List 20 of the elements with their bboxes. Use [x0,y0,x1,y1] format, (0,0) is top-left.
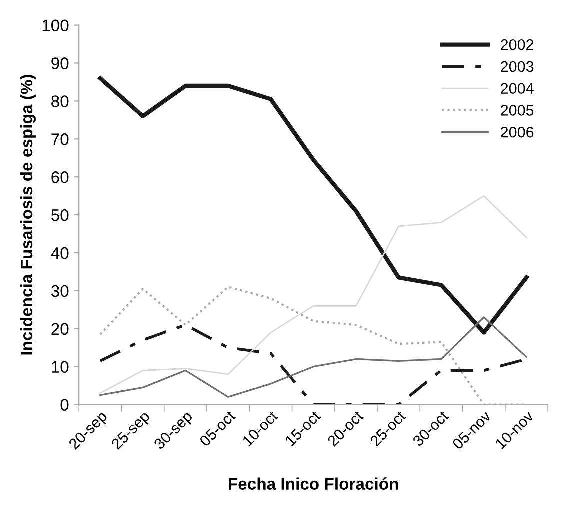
y-tick-label: 20 [52,323,69,336]
legend-label: 2002 [501,39,534,50]
y-tick-label: 90 [52,58,69,70]
legend-label: 2003 [501,61,534,72]
line-series [100,195,528,394]
y-tick-label: 60 [52,172,69,184]
y-tick-label: 0 [60,399,69,412]
y-tick-label: 100 [42,20,69,32]
y-tick-label: 50 [52,209,69,222]
y-tick-label: 80 [52,96,69,108]
legend-label: 2005 [501,105,534,116]
legend-label: 2006 [501,126,534,138]
y-tick-label: 70 [52,134,69,146]
y-tick-label: 30 [51,285,69,298]
legend-label: 2004 [501,83,534,94]
line-series [100,316,528,398]
y-tick-label: 40 [51,247,69,260]
y-tick-label: 10 [52,361,69,374]
y-axis-title: Incidencia Fusariosis de espiga (%) [20,75,36,355]
x-axis-title: Fecha Inico Floración [229,478,398,490]
